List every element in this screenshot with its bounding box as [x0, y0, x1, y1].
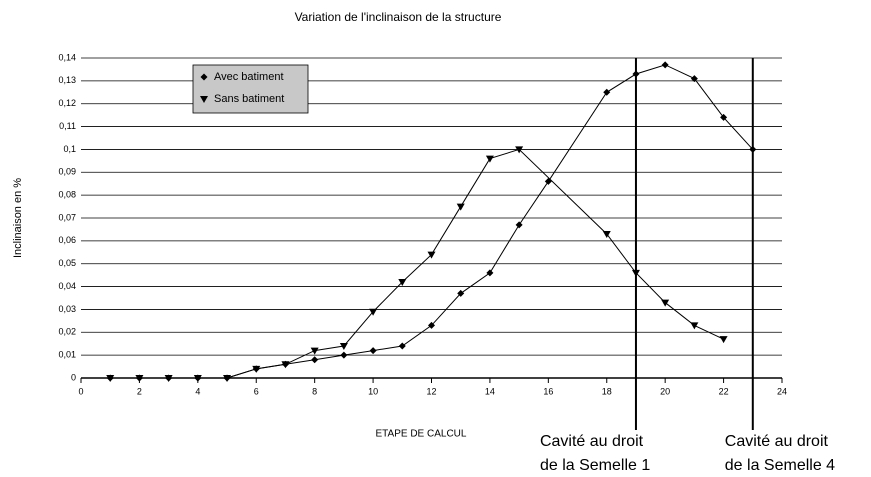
marker [720, 113, 728, 121]
marker [339, 343, 348, 350]
y-tick-label: 0,14 [58, 52, 76, 62]
marker [544, 177, 552, 185]
y-tick-label: 0,01 [58, 350, 76, 360]
marker [602, 231, 611, 238]
y-tick-label: 0,05 [58, 258, 76, 268]
x-tick-label: 2 [137, 386, 142, 396]
marker [485, 155, 494, 163]
marker [719, 336, 728, 344]
x-axis-label: ETAPE DE CALCUL [376, 429, 467, 440]
x-tick-label: 12 [426, 386, 436, 396]
y-tick-label: 0,03 [58, 304, 76, 314]
marker [457, 289, 465, 297]
marker [369, 347, 377, 355]
y-tick-label: 0 [71, 372, 76, 382]
annotation-text: de la Semelle 1 [540, 457, 650, 474]
y-axis-label: Inclinaison en % [12, 178, 24, 258]
x-tick-label: 16 [543, 386, 553, 396]
series-line [110, 148, 724, 379]
marker [223, 375, 232, 382]
x-tick-label: 24 [777, 386, 787, 396]
annotation-text: Cavité au droit [725, 433, 829, 450]
y-tick-label: 0,08 [58, 190, 76, 200]
marker [252, 365, 261, 373]
y-tick-label: 0,12 [58, 98, 76, 108]
x-tick-label: 8 [312, 386, 317, 396]
y-tick-label: 0,09 [58, 167, 76, 177]
marker [661, 61, 669, 69]
y-tick-label: 0,02 [58, 327, 76, 337]
marker [135, 375, 144, 382]
x-tick-label: 20 [660, 386, 670, 396]
marker [661, 299, 670, 307]
x-tick-label: 18 [602, 386, 612, 396]
marker [456, 203, 465, 211]
legend: Avec batiment Sans batiment [192, 64, 309, 114]
x-tick-label: 22 [719, 386, 729, 396]
marker [427, 251, 436, 259]
marker [515, 146, 524, 154]
annotation-text: Cavité au droit [540, 433, 644, 450]
x-tick-label: 4 [195, 386, 200, 396]
chart-title: Variation de l'inclinaison de la structu… [295, 10, 502, 24]
x-tick-label: 0 [78, 386, 83, 396]
marker [200, 96, 208, 103]
x-tick-label: 6 [254, 386, 259, 396]
marker [515, 221, 523, 229]
marker [310, 347, 319, 355]
marker [340, 351, 348, 359]
marker [398, 279, 407, 286]
x-tick-label: 14 [485, 386, 495, 396]
marker [690, 322, 699, 330]
y-tick-label: 0,13 [58, 75, 76, 85]
marker [428, 321, 435, 329]
marker [398, 342, 406, 350]
marker [164, 375, 173, 382]
marker [200, 73, 208, 81]
y-tick-label: 0,1 [63, 144, 76, 154]
y-tick-label: 0,06 [58, 235, 76, 245]
legend-label: Avec batiment [214, 71, 284, 83]
marker [486, 269, 494, 277]
marker [603, 88, 611, 96]
marker [369, 308, 378, 316]
x-tick-label: 10 [368, 386, 378, 396]
legend-box [192, 64, 309, 114]
marker [281, 361, 290, 369]
legend-label: Sans batiment [214, 93, 284, 105]
y-tick-label: 0,04 [58, 281, 76, 291]
marker [690, 75, 698, 83]
annotation-text: de la Semelle 4 [725, 457, 835, 474]
y-tick-label: 0,07 [58, 212, 76, 222]
marker [311, 356, 319, 364]
y-tick-label: 0,11 [59, 121, 76, 131]
marker [193, 375, 202, 382]
marker [106, 375, 115, 382]
